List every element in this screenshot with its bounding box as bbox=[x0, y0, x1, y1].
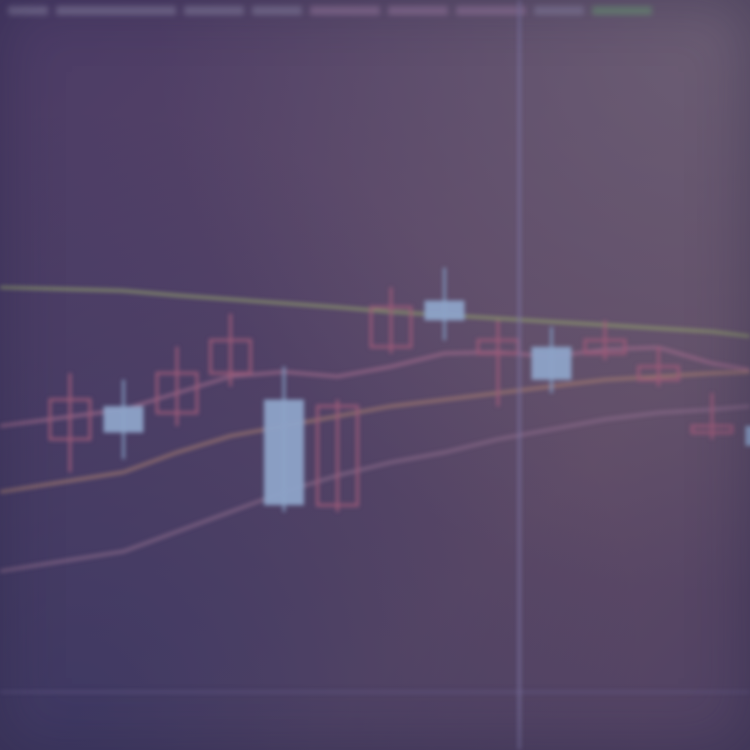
candle-body-up bbox=[531, 346, 572, 380]
toolbar-chip bbox=[8, 5, 48, 15]
candle-body-up bbox=[424, 300, 465, 321]
toolbar-chip-active[interactable] bbox=[592, 5, 652, 15]
toolbar-chip bbox=[56, 5, 176, 15]
toolbar-chip bbox=[534, 5, 584, 15]
candle-body-up bbox=[103, 406, 144, 433]
candle-body-down bbox=[48, 398, 92, 441]
candle-body-down bbox=[369, 305, 413, 349]
candle-body-down bbox=[637, 365, 680, 382]
candle-body-up bbox=[745, 426, 750, 446]
toolbar-chip bbox=[184, 5, 244, 15]
candle-body-down bbox=[583, 338, 627, 355]
indicator-line-2 bbox=[0, 345, 750, 428]
candle-body-down bbox=[316, 404, 359, 507]
candle-body-down bbox=[690, 424, 734, 435]
candle-body-up bbox=[264, 399, 304, 506]
candle-body-down bbox=[209, 338, 252, 375]
indicator-line-4 bbox=[0, 404, 750, 573]
toolbar-chip bbox=[252, 5, 302, 15]
indicator-line-3 bbox=[0, 370, 750, 494]
chart-toolbar bbox=[0, 0, 750, 20]
toolbar-chip bbox=[456, 5, 526, 15]
toolbar-chip bbox=[310, 5, 380, 15]
indicator-line-1 bbox=[0, 285, 750, 338]
toolbar-chip bbox=[388, 5, 448, 15]
candle-body-down bbox=[155, 371, 199, 415]
